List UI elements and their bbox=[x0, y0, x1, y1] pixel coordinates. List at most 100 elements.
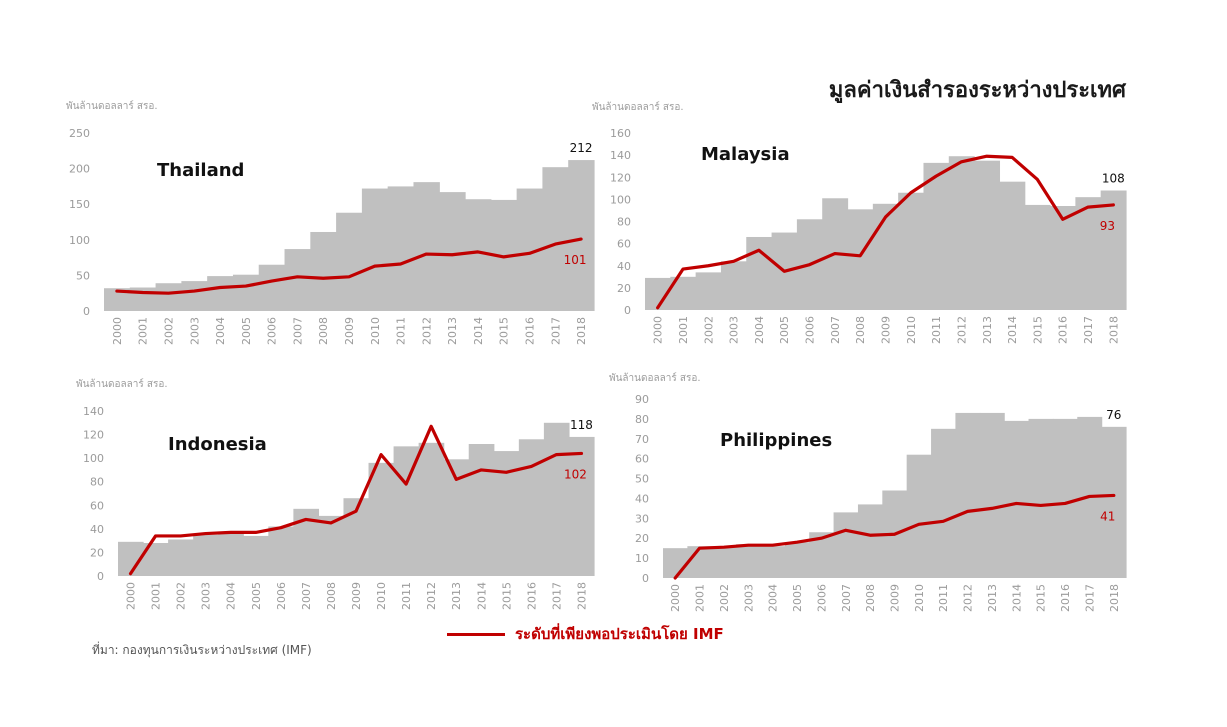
bar-2015 bbox=[1028, 418, 1054, 578]
bar-2016 bbox=[518, 439, 545, 576]
legend-line-swatch bbox=[447, 632, 505, 636]
y-tick-label: 160 bbox=[610, 127, 631, 140]
bar-2005 bbox=[232, 274, 260, 311]
bar-2009 bbox=[336, 212, 363, 311]
y-tick-label: 40 bbox=[90, 523, 104, 536]
y-tick-label: 60 bbox=[617, 238, 631, 251]
chart-title: Indonesia bbox=[168, 434, 267, 455]
x-tick-label: 2010 bbox=[369, 317, 382, 345]
x-tick-label: 2008 bbox=[317, 317, 330, 345]
x-tick-label: 2017 bbox=[1082, 316, 1095, 344]
y-tick-label: 150 bbox=[69, 198, 90, 211]
adequacy-line bbox=[115, 237, 583, 295]
chart-title: Thailand bbox=[157, 160, 244, 181]
y-tick-label: 40 bbox=[635, 492, 649, 505]
x-tick-label: 2002 bbox=[162, 317, 175, 345]
x-tick-label: 2007 bbox=[840, 584, 853, 612]
y-tick-label: 20 bbox=[90, 546, 104, 559]
y-axis-unit-label: พันล้านดอลลาร์ สรอ. bbox=[592, 101, 684, 113]
bar-2014 bbox=[468, 444, 495, 576]
x-tick-label: 2000 bbox=[111, 317, 124, 345]
y-tick-label: 80 bbox=[617, 216, 631, 229]
bar-2011 bbox=[393, 446, 420, 576]
bar-2002 bbox=[695, 272, 722, 310]
bar-2002 bbox=[711, 546, 737, 578]
x-tick-label: 2007 bbox=[300, 582, 313, 610]
x-tick-label: 2012 bbox=[420, 317, 433, 345]
y-tick-label: 0 bbox=[97, 570, 104, 583]
x-tick-label: 2014 bbox=[472, 317, 485, 345]
bar-2008 bbox=[310, 231, 337, 311]
x-tick-label: 2015 bbox=[498, 317, 511, 345]
x-tick-label: 2011 bbox=[400, 582, 413, 610]
chart-panel-thailand: 0 50 100 150 200 250 2000 2001 2002 2003 2004 2005 2… bbox=[66, 100, 595, 345]
bar-2018 bbox=[568, 436, 595, 576]
x-tick-label: 2005 bbox=[791, 584, 804, 612]
x-tick-label: 2008 bbox=[325, 582, 338, 610]
x-tick-label: 2006 bbox=[266, 317, 279, 345]
x-tick-label: 2013 bbox=[450, 582, 463, 610]
x-tick-label: 2003 bbox=[742, 584, 755, 612]
x-tick-label: 2008 bbox=[854, 316, 867, 344]
bar-2002 bbox=[155, 283, 182, 311]
y-tick-label: 120 bbox=[610, 171, 631, 184]
bar-2014 bbox=[999, 181, 1026, 310]
y-tick-label: 70 bbox=[635, 433, 649, 446]
x-tick-label: 2005 bbox=[778, 316, 791, 344]
x-tick-label: 2008 bbox=[864, 584, 877, 612]
x-tick-label: 2001 bbox=[677, 316, 690, 344]
bar-2013 bbox=[974, 160, 1001, 310]
chart-title: Philippines bbox=[720, 430, 832, 451]
y-tick-label: 30 bbox=[635, 512, 649, 525]
x-tick-label: 2013 bbox=[981, 316, 994, 344]
bar-end-label: 212 bbox=[570, 141, 593, 155]
x-tick-label: 2012 bbox=[962, 584, 975, 612]
x-tick-label: 2018 bbox=[575, 317, 588, 345]
x-tick-label: 2014 bbox=[475, 582, 488, 610]
bar-2003 bbox=[736, 544, 762, 578]
y-tick-label: 250 bbox=[69, 127, 90, 140]
bar-2007 bbox=[833, 512, 859, 578]
y-tick-label: 50 bbox=[76, 269, 90, 282]
x-tick-label: 2014 bbox=[1006, 316, 1019, 344]
y-tick-label: 140 bbox=[610, 149, 631, 162]
x-tick-label: 2011 bbox=[937, 584, 950, 612]
y-tick-label: 40 bbox=[617, 260, 631, 273]
x-tick-label: 2012 bbox=[955, 316, 968, 344]
bar-end-label: 76 bbox=[1106, 408, 1121, 422]
line-end-label: 93 bbox=[1100, 219, 1115, 233]
y-tick-label: 20 bbox=[617, 282, 631, 295]
bar-2006 bbox=[268, 526, 294, 576]
bar-2003 bbox=[193, 534, 219, 576]
y-axis-unit-label: พันล้านดอลลาร์ สรอ. bbox=[76, 378, 168, 390]
x-tick-label: 2000 bbox=[125, 582, 138, 610]
y-tick-label: 60 bbox=[635, 453, 649, 466]
y-axis-unit-label: พันล้านดอลลาร์ สรอ. bbox=[66, 100, 158, 112]
bar-2000 bbox=[104, 288, 131, 311]
adequacy-line bbox=[656, 154, 1115, 310]
adequacy-line bbox=[128, 424, 584, 576]
x-tick-label: 2013 bbox=[986, 584, 999, 612]
y-tick-label: 0 bbox=[642, 572, 649, 585]
x-tick-label: 2014 bbox=[1010, 584, 1023, 612]
bar-2005 bbox=[784, 542, 810, 578]
y-tick-label: 60 bbox=[90, 499, 104, 512]
bar-2013 bbox=[979, 412, 1005, 578]
x-tick-label: 2017 bbox=[549, 317, 562, 345]
bar-2006 bbox=[258, 264, 286, 311]
bar-2015 bbox=[1024, 204, 1051, 310]
x-tick-label: 2004 bbox=[225, 582, 238, 610]
x-tick-label: 2000 bbox=[669, 584, 682, 612]
x-tick-label: 2000 bbox=[652, 316, 665, 344]
bar-2011 bbox=[931, 428, 957, 578]
x-tick-label: 2005 bbox=[240, 317, 253, 345]
chart-panel-malaysia: 0 20 40 60 80 100 120 140 160 2000 2001 2002 2003 200… bbox=[592, 101, 1127, 344]
bar-2004 bbox=[218, 533, 244, 576]
bar-2016 bbox=[1050, 206, 1076, 310]
bar-2004 bbox=[760, 546, 786, 578]
y-tick-label: 100 bbox=[83, 452, 104, 465]
x-tick-label: 2009 bbox=[889, 584, 902, 612]
x-tick-label: 2009 bbox=[350, 582, 363, 610]
chart-panel-indonesia: 0 20 40 60 80 100 120 140 2000 2001 2002 2003 2004 20… bbox=[76, 378, 595, 610]
